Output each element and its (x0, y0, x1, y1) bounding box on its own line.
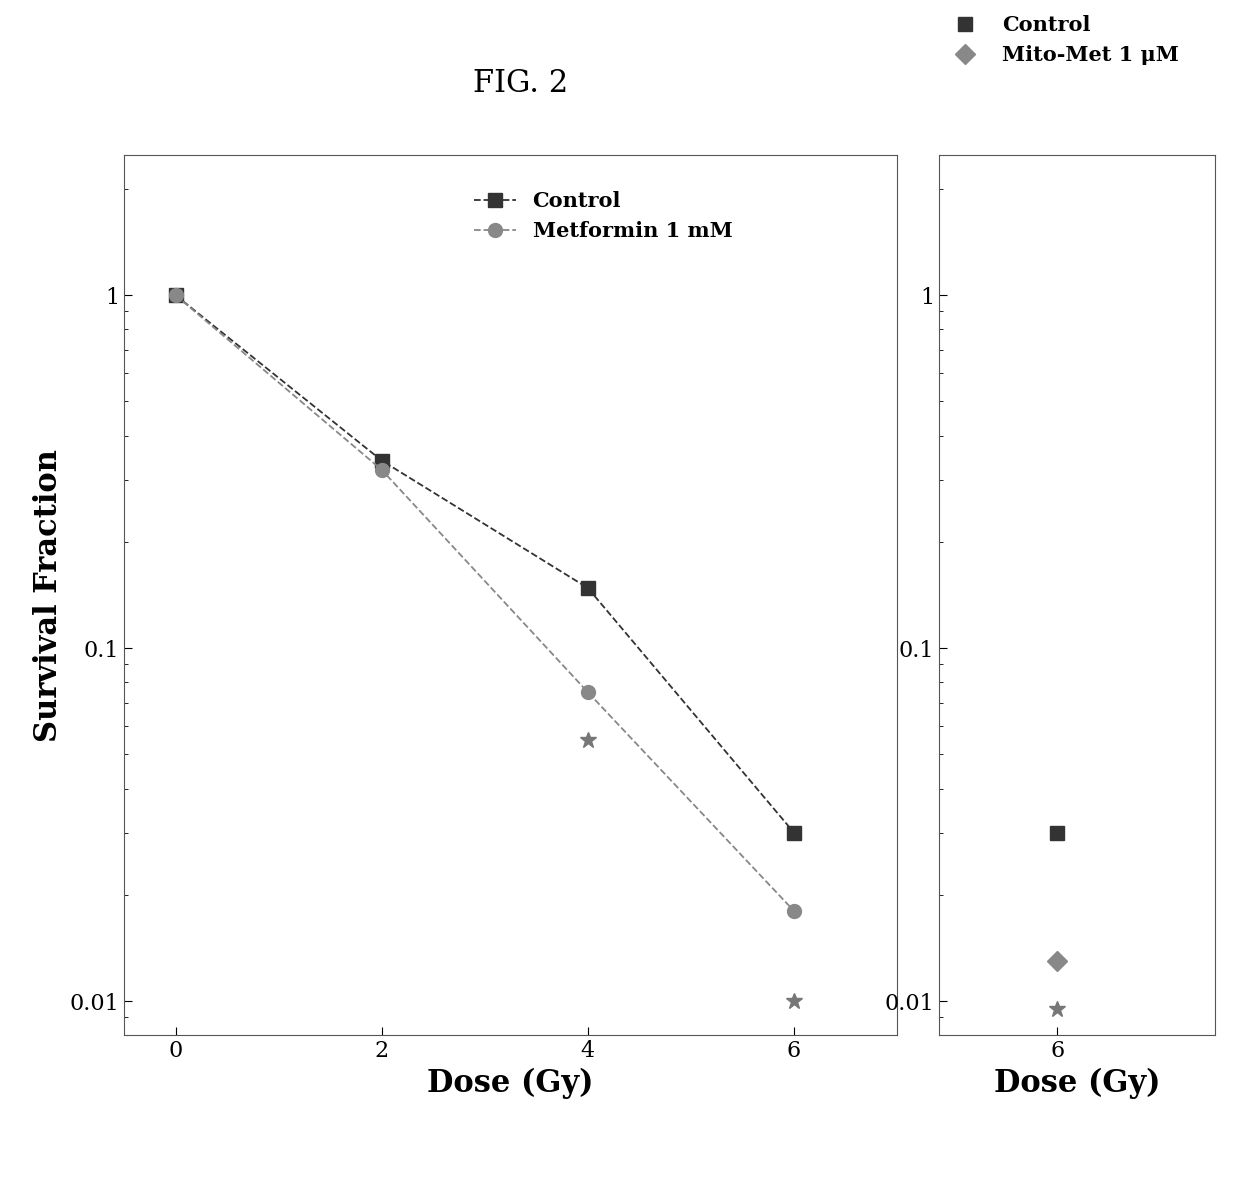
Line: Metformin 1 mM: Metformin 1 mM (169, 288, 801, 917)
Legend: Control, Metformin 1 mM: Control, Metformin 1 mM (466, 183, 740, 250)
Y-axis label: Survival Fraction: Survival Fraction (32, 449, 63, 741)
Metformin 1 mM (786, 904, 801, 919)
Control (786, 826, 801, 840)
Line: Control: Control (169, 288, 801, 840)
Metformin 1 mM (580, 685, 595, 700)
Control (374, 453, 389, 468)
Text: FIG. 2: FIG. 2 (474, 68, 568, 99)
X-axis label: Dose (Gy): Dose (Gy) (994, 1067, 1161, 1098)
Legend: Control, Mito-Met 1 μM: Control, Mito-Met 1 μM (936, 7, 1188, 74)
Metformin 1 mM (374, 463, 389, 477)
Metformin 1 mM (169, 288, 184, 302)
Control (169, 288, 184, 302)
X-axis label: Dose (Gy): Dose (Gy) (428, 1067, 594, 1098)
Control (580, 581, 595, 595)
